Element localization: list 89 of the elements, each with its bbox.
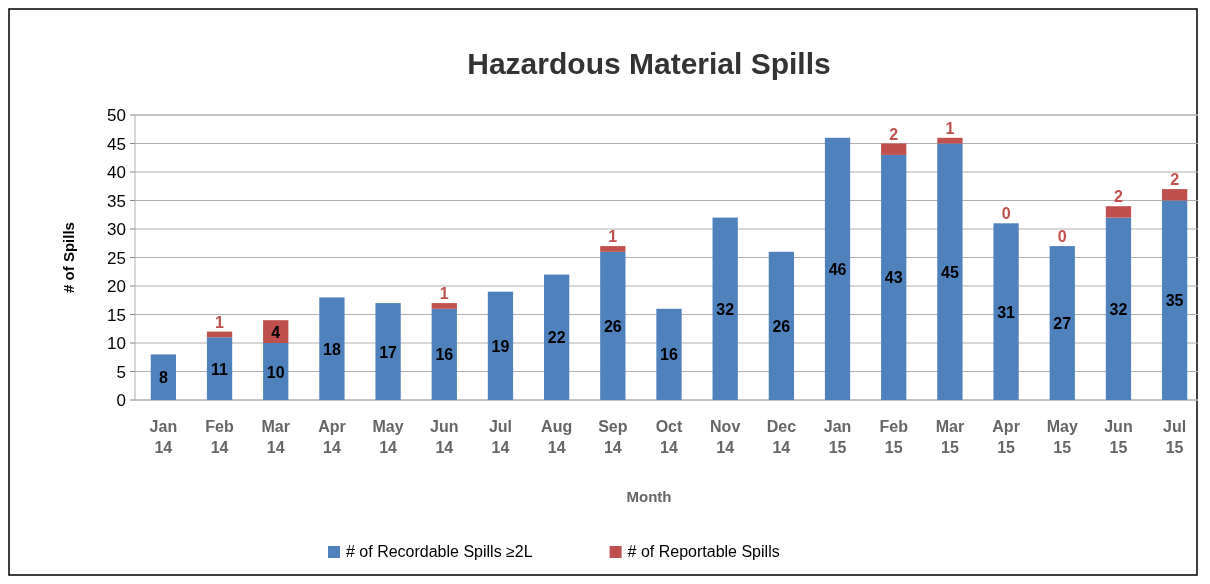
bar xyxy=(544,274,570,400)
bar xyxy=(1161,200,1188,400)
x-tick-label: May 14 xyxy=(372,418,404,456)
x-tick-label: May 15 xyxy=(1046,418,1078,456)
x-tick-label: Feb 15 xyxy=(879,418,909,456)
bar xyxy=(881,143,907,155)
data-label: 1 xyxy=(608,228,618,246)
x-tick-label: Apr 15 xyxy=(992,418,1020,456)
data-label: 4 xyxy=(271,323,281,341)
x-tick-label: Sep 14 xyxy=(598,418,628,456)
y-tick-label: 0 xyxy=(116,391,126,410)
data-label: 1 xyxy=(215,313,225,331)
bar xyxy=(487,291,514,400)
y-axis-title: # of Spills xyxy=(60,222,77,293)
data-label: 31 xyxy=(997,303,1016,321)
y-tick-label: 20 xyxy=(107,277,126,296)
data-label: 46 xyxy=(828,260,847,278)
y-tick-label: 35 xyxy=(107,191,126,211)
legend-label: # of Recordable Spills ≥2L xyxy=(346,543,533,560)
bar xyxy=(768,251,794,400)
data-label: 1 xyxy=(945,119,955,137)
y-tick-label: 45 xyxy=(107,134,126,154)
y-tick-label: 10 xyxy=(107,334,126,353)
bar xyxy=(431,308,457,400)
data-label: 0 xyxy=(1001,205,1011,223)
data-label: 1 xyxy=(439,285,449,303)
x-axis-title: Month xyxy=(626,488,672,505)
bar xyxy=(600,251,626,400)
x-tick-label: Mar 14 xyxy=(261,418,290,456)
bar xyxy=(937,137,963,144)
y-tick-label: 50 xyxy=(107,106,126,125)
bar xyxy=(937,143,963,400)
x-tick-label: Jul 15 xyxy=(1163,418,1187,456)
bar xyxy=(375,303,401,400)
data-label: 2 xyxy=(1113,188,1123,206)
data-label: 45 xyxy=(941,263,959,281)
data-label: 32 xyxy=(1109,300,1128,318)
data-label: 2 xyxy=(889,125,899,143)
y-tick-label: 15 xyxy=(107,305,126,325)
x-tick-label: Dec 14 xyxy=(766,418,797,456)
x-tick-label: Jan 15 xyxy=(823,418,852,456)
data-label: 35 xyxy=(1165,292,1184,310)
bar xyxy=(1161,189,1188,201)
bar xyxy=(1105,206,1132,218)
data-label: 22 xyxy=(547,329,566,347)
data-label: 18 xyxy=(323,340,341,358)
y-tick-label: 30 xyxy=(107,220,126,239)
x-tick-label: Mar 15 xyxy=(935,418,965,456)
data-label: 26 xyxy=(603,317,622,335)
bar xyxy=(206,337,233,400)
y-tick-label: 5 xyxy=(116,362,126,382)
bar xyxy=(712,217,738,400)
y-tick-label: 40 xyxy=(107,163,126,182)
x-tick-label: Jun 15 xyxy=(1104,418,1133,456)
bar xyxy=(656,308,682,400)
x-tick-label: Jan 14 xyxy=(149,418,178,456)
data-label: 17 xyxy=(379,343,398,361)
x-tick-label: Aug 14 xyxy=(541,418,573,456)
x-tick-label: Oct 14 xyxy=(655,418,684,456)
bar xyxy=(993,223,1019,400)
data-label: 8 xyxy=(158,369,168,387)
data-label: 2 xyxy=(1170,171,1180,189)
bar xyxy=(1105,217,1132,400)
data-label: 27 xyxy=(1053,315,1072,333)
x-tick-label: Jul 14 xyxy=(488,418,513,456)
data-label: 19 xyxy=(491,337,510,355)
x-tick-label: Feb 14 xyxy=(205,418,234,456)
bar xyxy=(600,246,626,252)
x-tick-label: Apr 14 xyxy=(318,418,346,456)
data-label: 16 xyxy=(435,346,454,364)
bar xyxy=(431,303,457,309)
bar xyxy=(824,137,851,400)
x-tick-label: Jun 14 xyxy=(430,418,459,456)
legend-label: # of Reportable Spills xyxy=(627,543,780,560)
data-label: 16 xyxy=(660,346,678,364)
data-label: 26 xyxy=(772,317,791,335)
data-label: 11 xyxy=(211,360,229,378)
chart-title: Hazardous Material Spills xyxy=(467,47,831,80)
bar xyxy=(319,297,345,400)
data-label: 43 xyxy=(884,269,903,287)
data-label: 10 xyxy=(266,363,285,381)
bar xyxy=(881,154,907,400)
y-tick-label: 25 xyxy=(107,248,126,268)
data-label: 32 xyxy=(716,300,735,318)
x-tick-label: Nov 14 xyxy=(710,418,741,456)
bar xyxy=(263,343,289,400)
data-label: 0 xyxy=(1057,228,1067,246)
bar xyxy=(1049,246,1075,400)
bar xyxy=(150,354,177,400)
